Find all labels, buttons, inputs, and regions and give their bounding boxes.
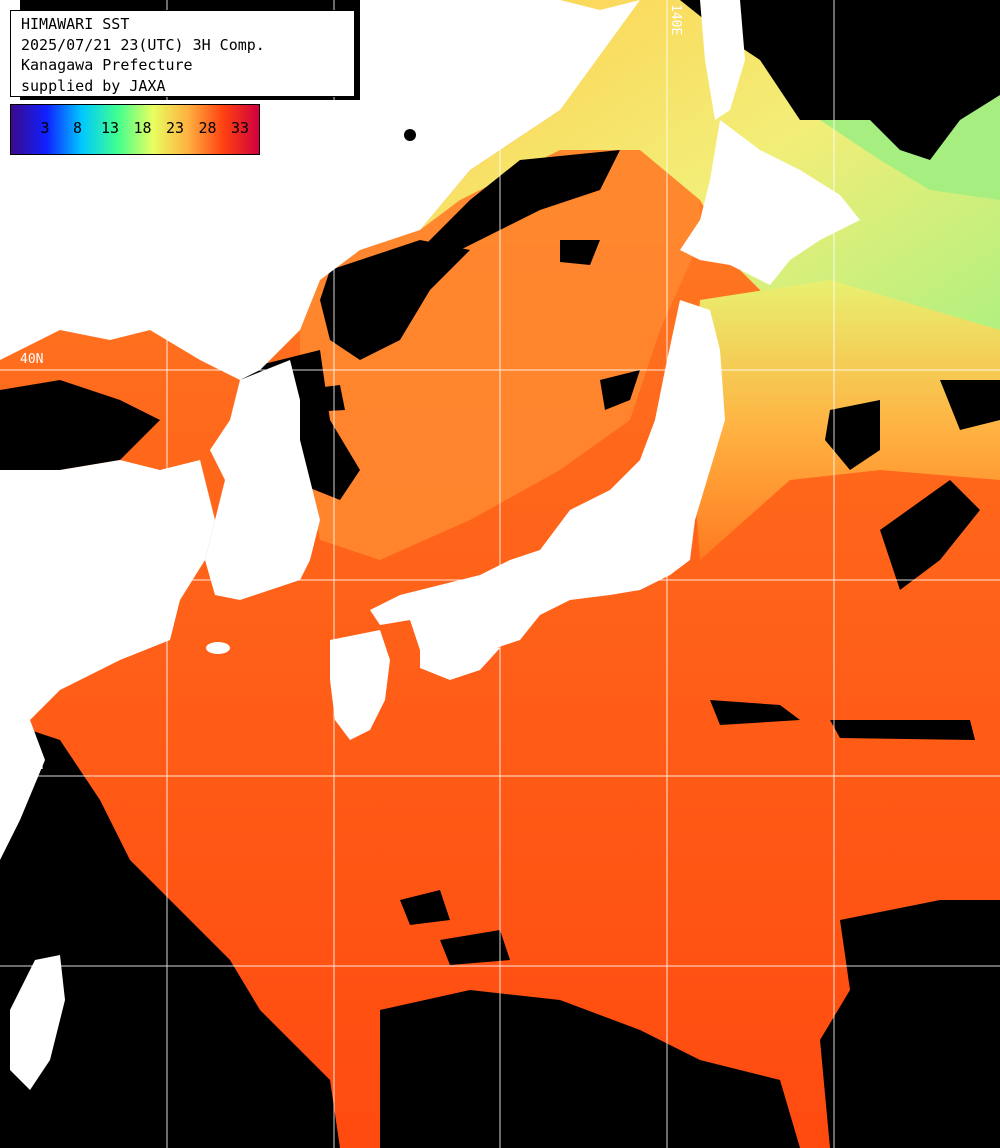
land-shikoku <box>420 640 500 680</box>
land-kyushu <box>330 630 390 740</box>
scale-tick-label: 33 <box>230 119 250 137</box>
region-line: Kanagawa Prefecture <box>21 56 193 74</box>
scale-tick-label: 18 <box>133 119 152 137</box>
scale-labels: 3 8 13 18 23 28 33 <box>11 119 259 139</box>
land-honshu <box>370 300 725 650</box>
land-asia-north <box>0 0 640 380</box>
timestamp-line: 2025/07/21 23(UTC) 3H Comp. <box>21 35 265 54</box>
scale-tick-label: 23 <box>165 119 185 137</box>
land-sakhalin <box>700 0 745 120</box>
land-china-south <box>0 720 45 860</box>
land-hokkaido <box>680 120 860 285</box>
scale-tick-label: 3 <box>40 119 50 137</box>
land-jeju <box>206 642 230 654</box>
credit-line: supplied by JAXA <box>21 76 166 95</box>
land-korea <box>205 360 320 600</box>
land-taiwan <box>10 955 65 1090</box>
parallel-label-mid: 30N <box>20 758 44 773</box>
parallel-label-top: 40N <box>20 352 44 367</box>
scale-tick-label: 28 <box>198 119 217 137</box>
meridian-label: 140E <box>668 4 683 36</box>
title-line: HIMAWARI SST <box>21 15 130 33</box>
scale-tick-label: 13 <box>100 119 120 137</box>
land-china-east <box>0 460 215 720</box>
temperature-color-scale: 3 8 13 18 23 28 33 <box>10 104 260 155</box>
scale-tick-label: 8 <box>72 119 83 137</box>
land <box>0 0 860 1090</box>
info-box: HIMAWARI SST 2025/07/21 23(UTC) 3H Comp.… <box>10 10 355 97</box>
